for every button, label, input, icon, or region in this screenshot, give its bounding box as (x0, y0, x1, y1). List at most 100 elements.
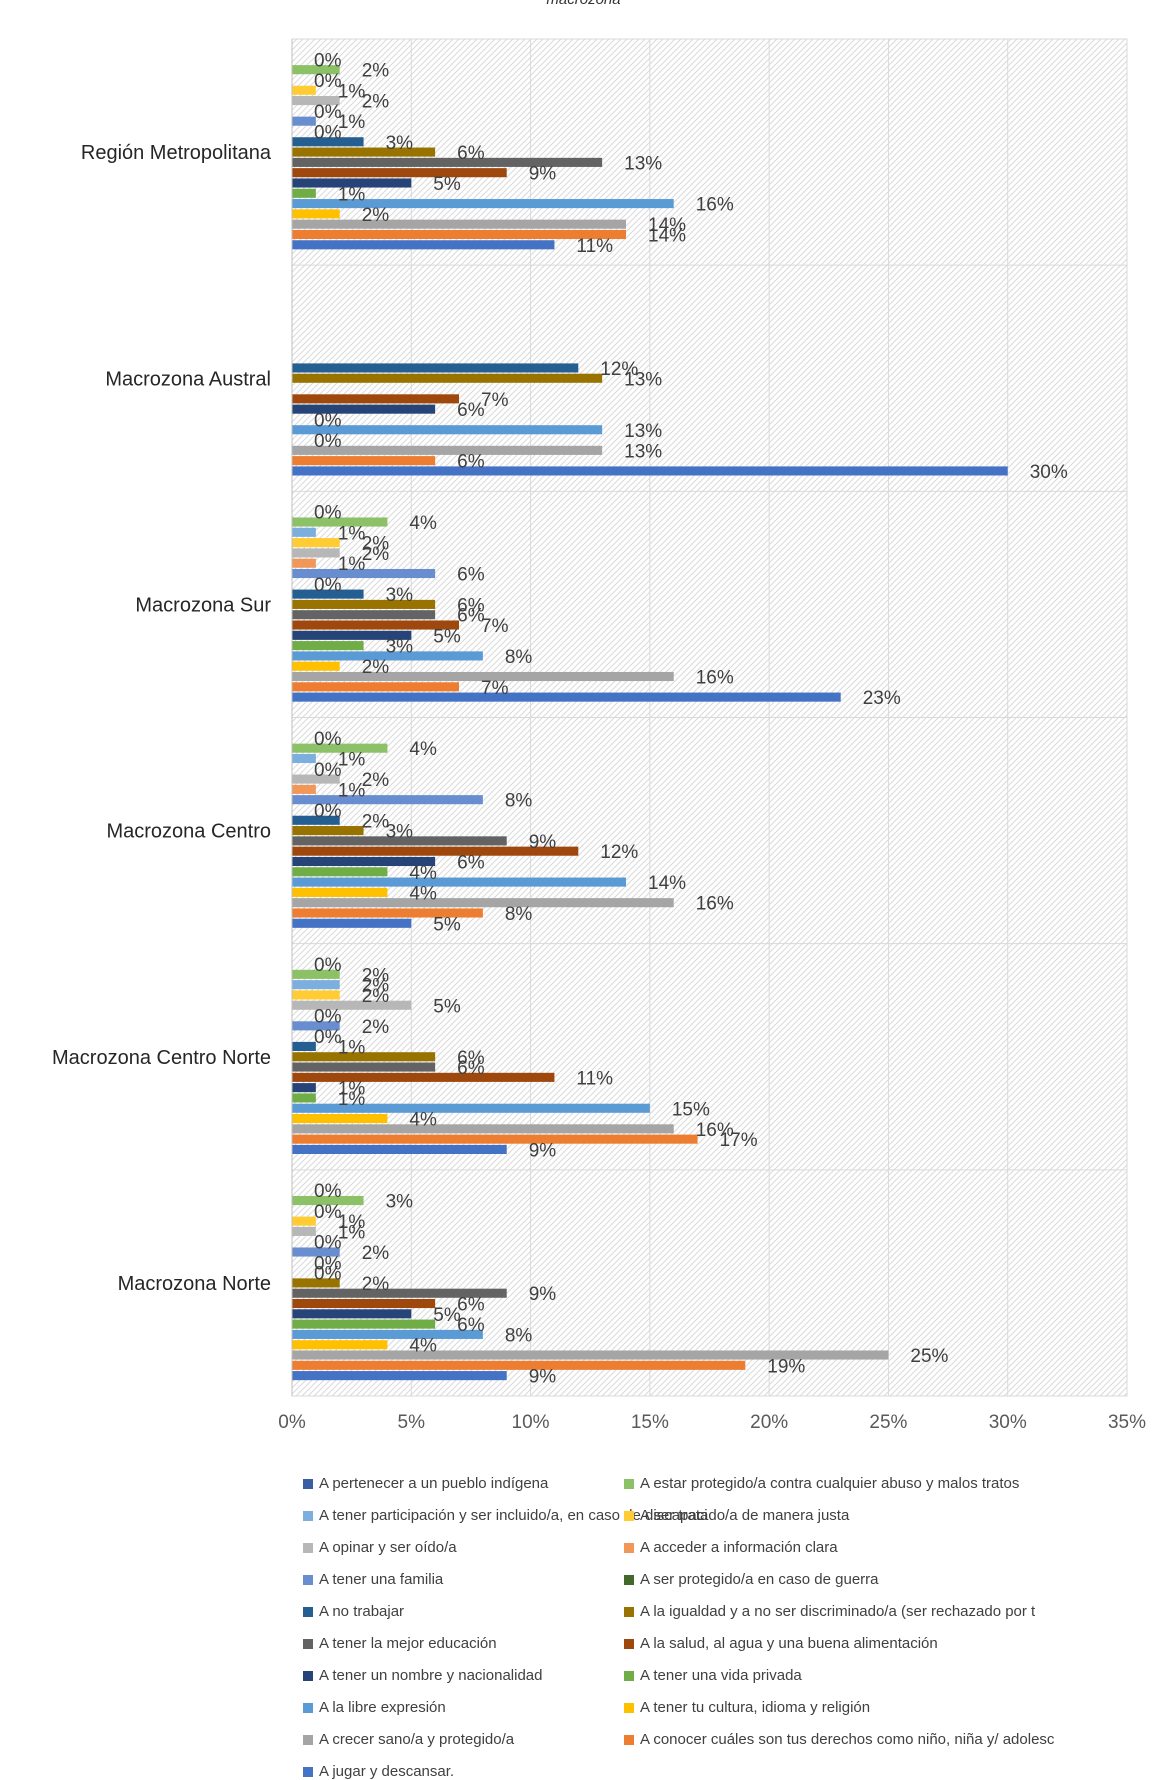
bar (292, 661, 340, 671)
data-label: 6% (457, 606, 485, 627)
data-label: 12% (600, 359, 638, 380)
data-label: 15% (672, 1099, 710, 1120)
data-label: 0% (314, 71, 342, 92)
data-label: 6% (457, 452, 485, 473)
bar (292, 1288, 507, 1298)
category-label: Macrozona Austral (105, 368, 271, 390)
data-label: 2% (362, 1243, 390, 1264)
legend-label: A tener una vida privada (640, 1667, 802, 1684)
data-label: 2% (362, 986, 390, 1007)
legend-item: A jugar y descansar. (303, 1763, 454, 1780)
bar (292, 1371, 507, 1381)
bar (292, 990, 340, 1000)
bar (292, 527, 316, 537)
bar (292, 1195, 364, 1206)
data-label: 13% (624, 421, 662, 442)
data-label: 0% (314, 503, 342, 524)
legend-label: A tener participación y ser incluido/a, … (319, 1507, 708, 1524)
bar (292, 826, 364, 836)
x-tick-label: 25% (869, 1412, 907, 1433)
legend-swatch (303, 1510, 313, 1521)
legend-item: A estar protegido/a contra cualquier abu… (624, 1475, 1019, 1492)
bar (292, 774, 340, 784)
legend-label: A jugar y descansar. (319, 1763, 455, 1780)
bar (292, 1309, 412, 1319)
bar (292, 1340, 388, 1350)
data-label: 7% (481, 678, 509, 699)
data-label: 6% (457, 595, 485, 616)
legend-swatch (303, 1638, 313, 1649)
legend-item: A conocer cuáles son tus derechos como n… (624, 1731, 1054, 1748)
data-label: 1% (338, 184, 366, 205)
x-tick-label: 35% (1108, 1412, 1146, 1433)
data-label: 3% (386, 637, 414, 658)
category-label: Macrozona Centro Norte (52, 1047, 271, 1069)
bar (292, 363, 579, 373)
data-label: 1% (338, 749, 366, 770)
data-label: 17% (720, 1130, 758, 1151)
data-label: 8% (505, 791, 533, 812)
legend-item: A pertenecer a un pueblo indígena (303, 1475, 548, 1492)
legend-label: A tener tu cultura, idioma y religión (640, 1699, 871, 1716)
bar (292, 620, 459, 630)
bar (292, 856, 436, 867)
data-label: 5% (433, 996, 461, 1017)
bar (292, 568, 436, 579)
bar (292, 1072, 555, 1082)
legend-item: A tener tu cultura, idioma y religión (624, 1699, 870, 1716)
data-label: 13% (624, 153, 662, 174)
legend-swatch (624, 1478, 634, 1489)
legend-item: A tener una familia (303, 1571, 443, 1588)
bar (292, 599, 436, 609)
bar (292, 1021, 340, 1031)
bar (292, 589, 364, 599)
x-tick-label: 30% (989, 1412, 1027, 1433)
legend-item: A tener un nombre y nacionalidad (303, 1667, 542, 1684)
bar (292, 137, 364, 147)
bar (292, 96, 340, 106)
legend-item: A crecer sano/a y protegido/a (303, 1731, 514, 1748)
bar (292, 784, 316, 794)
category-label: Macrozona Sur (135, 594, 271, 616)
legend-swatch (624, 1510, 634, 1521)
data-label: 8% (505, 647, 533, 668)
legend-swatch (303, 1478, 313, 1489)
data-label: 23% (863, 688, 901, 709)
legend-swatch (303, 1766, 313, 1777)
data-label: 30% (1030, 462, 1068, 483)
data-label: 3% (386, 1192, 414, 1213)
bar (292, 867, 388, 877)
data-label: 6% (457, 565, 485, 586)
data-label: 4% (409, 883, 437, 904)
data-label: 11% (576, 1068, 613, 1089)
data-label: 1% (338, 780, 366, 801)
data-label: 2% (362, 61, 390, 82)
data-label: 2% (362, 534, 390, 555)
bar (292, 456, 436, 466)
legend-label: A la salud, al agua y una buena alimenta… (640, 1635, 938, 1652)
x-tick-label: 20% (750, 1412, 788, 1433)
legend-label: A tener un nombre y nacionalidad (319, 1667, 543, 1684)
legend-label: A estar protegido/a contra cualquier abu… (640, 1475, 1020, 1492)
bar (292, 1083, 316, 1093)
legend-swatch (624, 1574, 634, 1585)
data-label: 5% (433, 626, 461, 647)
bar (292, 1216, 316, 1226)
data-label: 9% (529, 1284, 557, 1305)
bar (292, 1124, 674, 1134)
data-label: 1% (338, 554, 366, 575)
bar (292, 168, 507, 178)
bar (292, 877, 626, 887)
bar (292, 116, 316, 126)
data-label: 16% (696, 195, 734, 216)
data-label: 1% (338, 523, 366, 544)
bar (292, 1350, 889, 1360)
bar (292, 558, 316, 568)
bar (292, 188, 316, 198)
legend-label: A ser protegido/a en caso de guerra (640, 1571, 879, 1588)
bar (292, 682, 459, 692)
data-label: 0% (314, 729, 342, 750)
legend-item: A acceder a información clara (624, 1539, 838, 1556)
bar (292, 1298, 436, 1309)
bar (292, 1134, 698, 1144)
